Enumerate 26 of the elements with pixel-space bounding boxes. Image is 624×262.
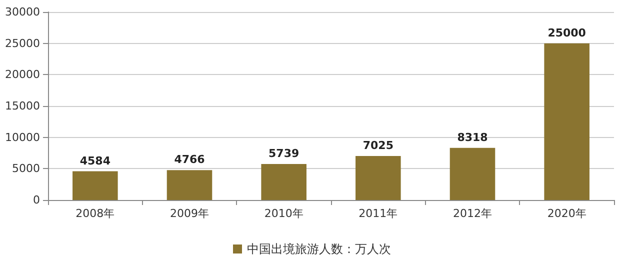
bar bbox=[166, 170, 212, 200]
data-label: 25000 bbox=[548, 26, 586, 40]
x-tick-label: 2008年 bbox=[76, 207, 115, 220]
y-tick-label: 15000 bbox=[5, 100, 40, 112]
data-label: 5739 bbox=[268, 147, 300, 160]
data-label: 7025 bbox=[362, 138, 394, 152]
y-tick-label: 10000 bbox=[5, 130, 40, 144]
data-label: 4766 bbox=[174, 153, 206, 166]
legend-label: 中国出境旅游人数：万人次 bbox=[247, 242, 391, 256]
x-tick-label: 2010年 bbox=[264, 207, 304, 220]
data-label: 4584 bbox=[80, 154, 111, 168]
y-tick-label: 25000 bbox=[5, 36, 40, 50]
x-tick-label: 2012年 bbox=[453, 207, 492, 220]
y-tick-label: 5000 bbox=[12, 162, 40, 176]
y-tick-label: 0 bbox=[33, 194, 40, 206]
x-tick-label: 2020年 bbox=[547, 207, 586, 220]
bar bbox=[450, 148, 496, 200]
data-label: 8318 bbox=[457, 130, 488, 144]
y-tick-label: 30000 bbox=[5, 6, 40, 18]
y-tick-label: 20000 bbox=[5, 68, 40, 82]
bar bbox=[72, 171, 118, 200]
bar bbox=[356, 156, 401, 200]
x-tick-label: 2011年 bbox=[358, 207, 398, 220]
x-tick-label: 2009年 bbox=[170, 207, 209, 220]
bar bbox=[261, 164, 306, 200]
bar bbox=[544, 43, 590, 200]
